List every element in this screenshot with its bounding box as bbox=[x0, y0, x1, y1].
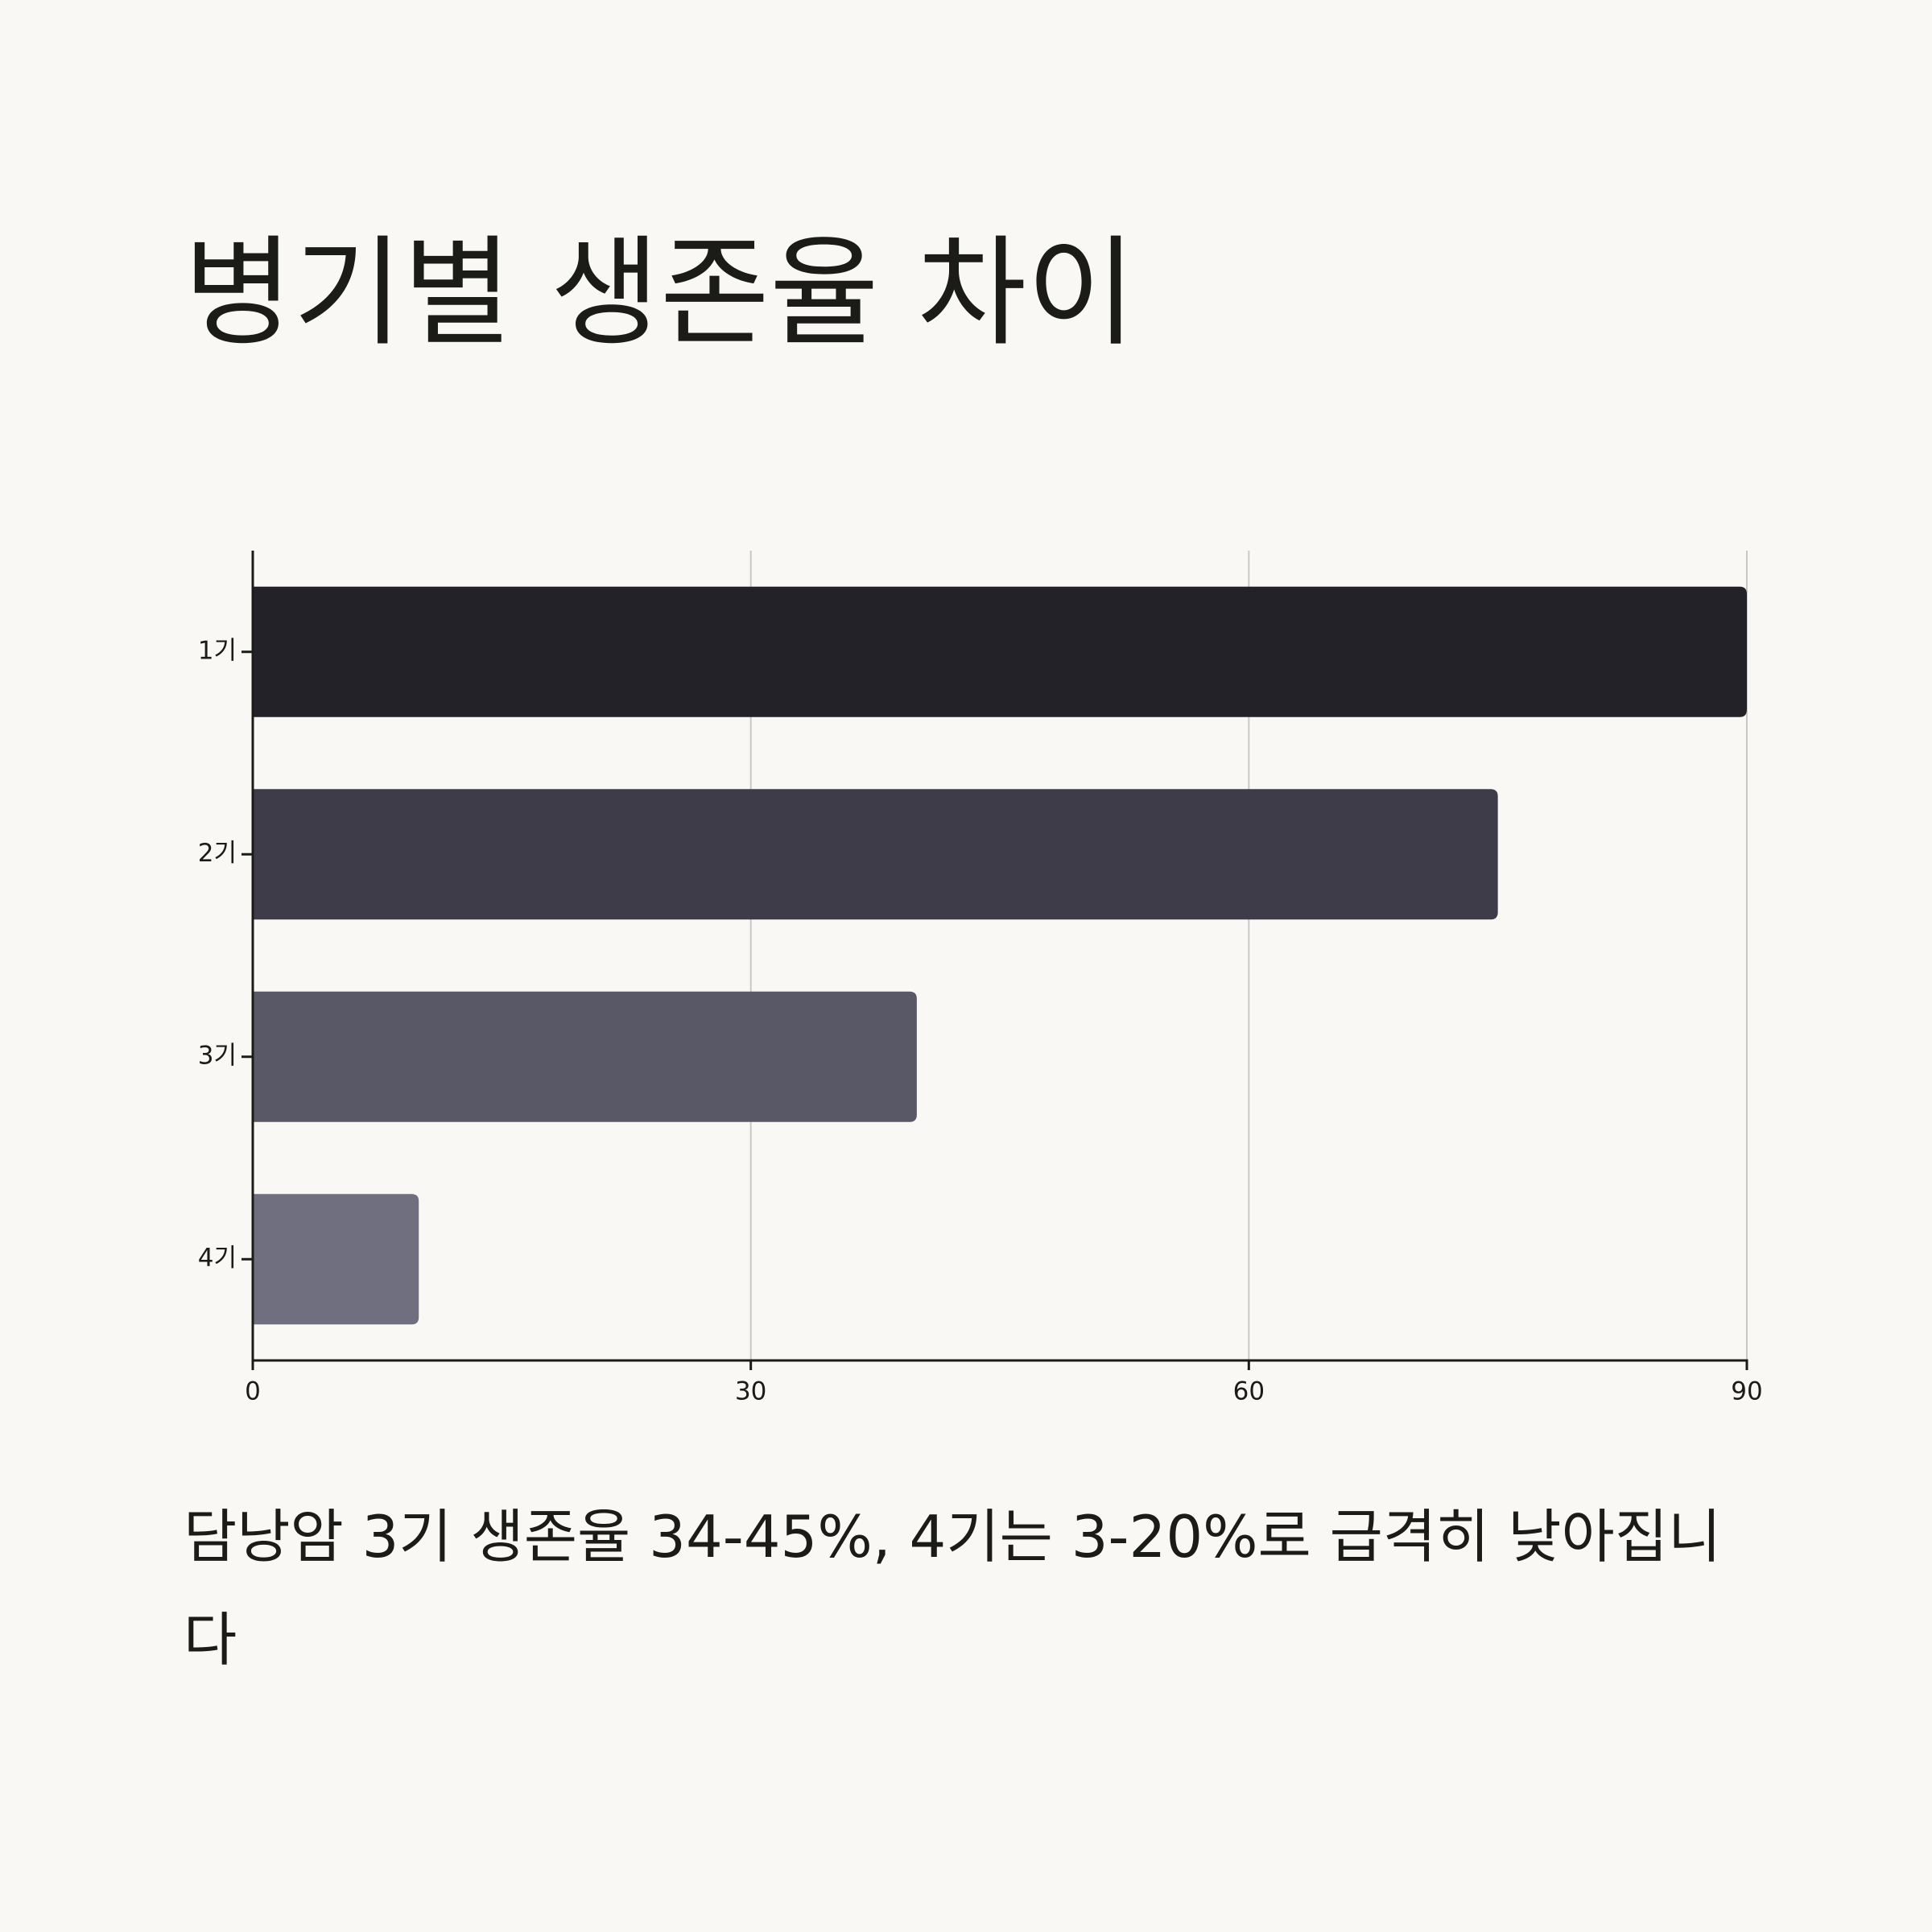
bar bbox=[253, 1194, 419, 1325]
y-tick-label: 2기 bbox=[198, 839, 237, 868]
x-tick-label: 90 bbox=[1731, 1377, 1762, 1406]
x-tick-label: 60 bbox=[1233, 1377, 1265, 1406]
chart-title: 병기별 생존율 차이 bbox=[184, 224, 1137, 362]
bar bbox=[253, 991, 917, 1122]
bar bbox=[253, 789, 1498, 920]
caption: 담낭암 3기 생존율 34-45%, 4기는 3-20%로 급격히 낮아집니다 bbox=[184, 1503, 1722, 1674]
chart: 0 30 60 90 1기 2기 3기 4기 bbox=[198, 551, 1763, 1406]
x-tick-label: 0 bbox=[245, 1377, 261, 1406]
x-tick-label: 30 bbox=[735, 1377, 766, 1406]
y-tick-label: 1기 bbox=[198, 636, 237, 665]
y-tick-label: 3기 bbox=[198, 1041, 237, 1070]
bar bbox=[253, 586, 1747, 717]
y-tick-label: 4기 bbox=[198, 1244, 237, 1273]
